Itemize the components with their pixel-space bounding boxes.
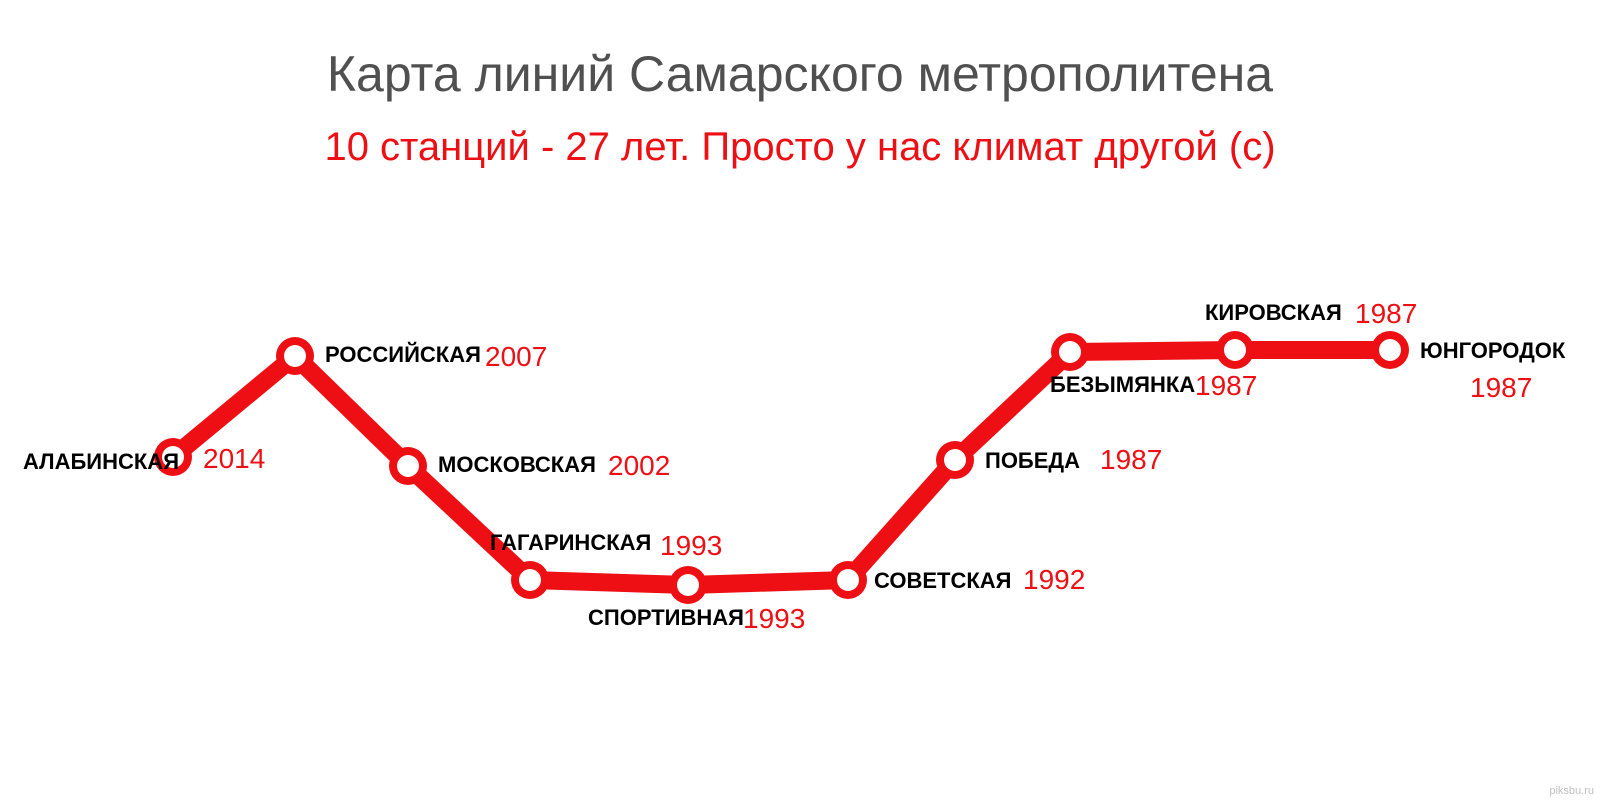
station-name: АЛАБИНСКАЯ	[23, 449, 179, 475]
station-name: РОССИЙСКАЯ	[325, 342, 481, 368]
station-marker-inner	[1224, 339, 1246, 361]
station-name: МОСКОВСКАЯ	[438, 452, 596, 478]
station-name: ЮНГОРОДОК	[1420, 338, 1565, 364]
station-marker-inner	[944, 449, 966, 471]
station-name: ПОБЕДА	[985, 448, 1080, 474]
station-year: 1987	[1195, 370, 1257, 402]
station-year: 1987	[1355, 298, 1417, 330]
station-marker-inner	[1059, 341, 1081, 363]
station-name: КИРОВСКАЯ	[1205, 300, 1342, 326]
station-marker-inner	[284, 345, 306, 367]
station-year: 1987	[1470, 372, 1532, 404]
watermark: piksbu.ru	[1549, 785, 1594, 797]
station-name: ГАГАРИНСКАЯ	[490, 530, 651, 556]
station-marker-inner	[519, 569, 541, 591]
station-year: 2002	[608, 450, 670, 482]
station-marker-inner	[837, 569, 859, 591]
station-marker-inner	[1379, 339, 1401, 361]
station-name: БЕЗЫМЯНКА	[1050, 372, 1195, 398]
station-year: 1987	[1100, 444, 1162, 476]
station-name: СПОРТИВНАЯ	[588, 605, 744, 631]
station-year: 2014	[203, 443, 265, 475]
station-marker-inner	[677, 574, 699, 596]
station-year: 1993	[660, 530, 722, 562]
station-year: 1993	[743, 603, 805, 635]
station-name: СОВЕТСКАЯ	[874, 568, 1011, 594]
station-marker-inner	[397, 455, 419, 477]
station-year: 1992	[1023, 564, 1085, 596]
metro-line-diagram	[0, 0, 1600, 801]
station-year: 2007	[485, 341, 547, 373]
